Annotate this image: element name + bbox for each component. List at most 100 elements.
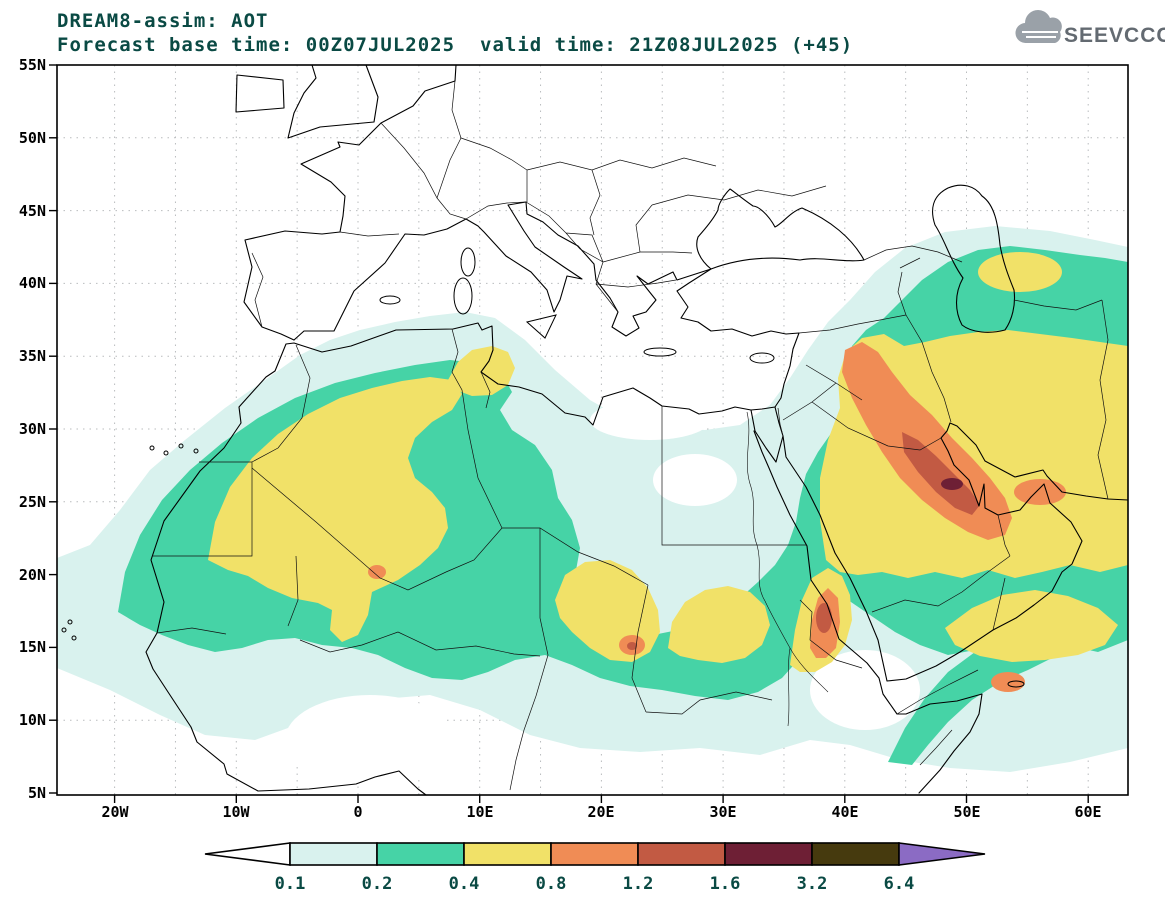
colorbar-tick-label: 0.1 (275, 874, 306, 894)
lat-tick-label: 30N (19, 420, 46, 438)
lon-tick-label: 20W (101, 803, 129, 821)
border-line (602, 204, 693, 263)
lat-tick-label: 20N (19, 566, 46, 584)
lon-tick-label: 10W (222, 803, 250, 821)
colorbar-cell (550, 842, 639, 866)
lat-tick-label: 55N (19, 56, 46, 74)
border-line (535, 528, 549, 697)
lat-tick-label: 40N (19, 274, 46, 292)
aot-region-orange-hormuz (1014, 479, 1066, 505)
lon-tick-label: 10E (466, 803, 493, 821)
border-line (871, 514, 1011, 631)
border-line (525, 201, 677, 313)
border-line (502, 527, 649, 586)
colorbar-arrow-below (204, 842, 291, 866)
border-line (251, 252, 264, 328)
canary-islands (193, 448, 199, 454)
socotra-island (1007, 680, 1025, 688)
border-line (451, 328, 503, 529)
italy-coast (465, 201, 583, 313)
border-line (251, 344, 311, 463)
lat-tick-label: 5N (28, 784, 46, 802)
lat-tick-label: 10N (19, 711, 46, 729)
aot-region-yellow-sudan (668, 586, 770, 663)
red-sea-africa-coast (753, 430, 983, 794)
lat-tick-label: 15N (19, 638, 46, 656)
lat-axis: 55N 50N 45N 40N 35N 30N 25N 20N 15N 10N … (19, 56, 46, 802)
turkey-levant-coast (676, 268, 800, 411)
border-line (1013, 299, 1109, 500)
black-sea-coast (696, 188, 865, 270)
border-line (465, 201, 527, 220)
border-line (156, 555, 399, 653)
border-line (397, 631, 541, 657)
border-line (631, 584, 649, 713)
colorbar-tick-label: 0.8 (536, 874, 567, 894)
aot-region-red-chad (627, 642, 637, 650)
aot-region-maroon-gulf-core (941, 478, 963, 490)
sicily-island (525, 314, 557, 339)
colorbar-tick-label: 0.2 (362, 874, 393, 894)
border-line (509, 695, 537, 791)
canary-islands (163, 450, 169, 456)
coastlines (145, 64, 1129, 796)
colorbar-cell (289, 842, 378, 866)
aot-region-red-eritrea (816, 603, 832, 633)
colorbar-tick-label: 3.2 (797, 874, 828, 894)
border-line (436, 80, 528, 202)
africa-coast (145, 322, 752, 796)
border-line (799, 599, 979, 766)
aot-region-red-gulf (902, 432, 980, 515)
cloud-icon (1015, 9, 1062, 44)
aot-region-green-somalia (888, 634, 1062, 765)
lon-tick-label: 0 (353, 803, 362, 821)
colorbar-arrow-above (898, 842, 986, 866)
border-line (661, 406, 806, 546)
clear-patch-ethiopia (810, 650, 920, 730)
lat-tick-label: 45N (19, 202, 46, 220)
colorbar-tick-label: 0.4 (449, 874, 480, 894)
lon-tick-label: 40E (831, 803, 858, 821)
sardinia-island (453, 277, 473, 315)
border-line (380, 122, 467, 220)
clear-patch-libya-coast (590, 400, 710, 440)
border-line (798, 271, 952, 423)
border-line (589, 169, 601, 236)
colorbar-labels: 0.1 0.2 0.4 0.8 1.2 1.6 3.2 6.4 (275, 874, 915, 894)
colorbar-cell (811, 842, 900, 866)
border-line (152, 461, 253, 557)
clear-patch-guinea (285, 695, 455, 785)
lon-tick-label: 30E (709, 803, 736, 821)
border-line (777, 364, 942, 451)
aot-region-yellow-west-sahara (208, 346, 515, 642)
cyprus-island (749, 352, 775, 364)
lat-tick-label: 50N (19, 129, 46, 147)
map-title: DREAM8-assim: AOT (57, 10, 268, 32)
border-line (651, 185, 827, 206)
lon-tick-label: 60E (1074, 803, 1101, 821)
country-borders (152, 80, 1109, 791)
nile-river (746, 411, 829, 727)
map-frame (56, 64, 1129, 796)
cape-verde-islands (71, 635, 77, 641)
colorbar-cell (376, 842, 465, 866)
colorbar-cell (463, 842, 552, 866)
crete-island (643, 347, 677, 357)
cape-verde-islands (67, 619, 73, 625)
border-line (251, 467, 503, 591)
britain-coast (287, 64, 379, 139)
axis-ticks (49, 64, 1089, 803)
cape-verde-islands (61, 627, 67, 633)
lon-tick-label: 50E (953, 803, 980, 821)
iberia-france-coast (243, 64, 457, 341)
sinai-coast (750, 406, 784, 463)
lat-tick-label: 25N (19, 493, 46, 511)
colorbar-tick-label: 1.2 (623, 874, 654, 894)
colorbar (204, 842, 986, 866)
aot-region-yellow-caspian (978, 252, 1062, 292)
balkans-greece-coast (525, 201, 712, 337)
ireland-coast (235, 74, 285, 113)
border-line (339, 231, 400, 237)
